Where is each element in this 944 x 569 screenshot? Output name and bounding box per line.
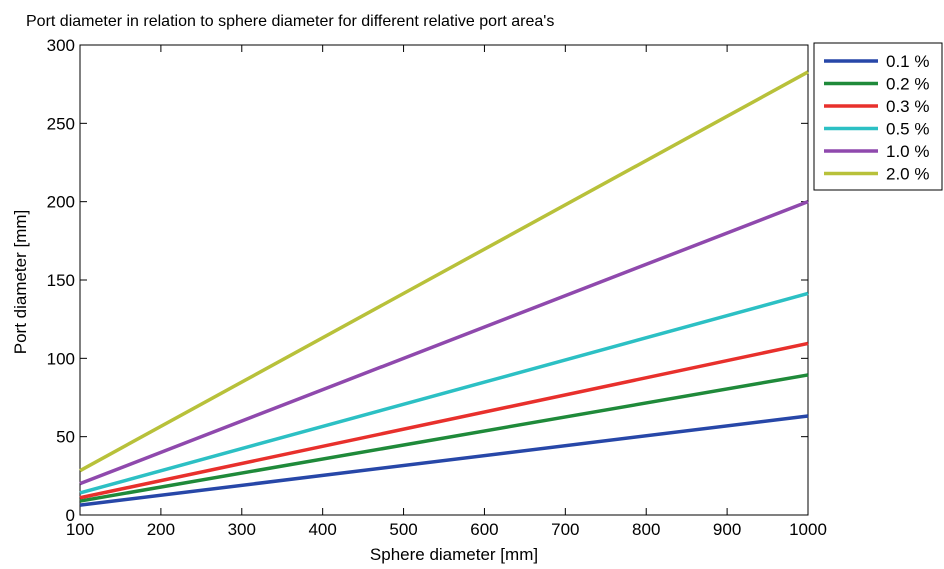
series-line-0-3	[79, 341, 809, 500]
x-tick-label: 100	[66, 520, 94, 539]
x-tick-label: 900	[713, 520, 741, 539]
series-line-0-2	[79, 373, 809, 503]
y-tick-label: 250	[47, 114, 75, 133]
plot-area: 100 200 300 400 500 600 700 800 900 1000 0 50 100 150…	[47, 36, 827, 539]
legend-label: 1.0 %	[886, 142, 929, 161]
y-tick-label: 300	[47, 36, 75, 55]
series-line-0-1	[79, 414, 809, 507]
legend-label: 0.3 %	[886, 97, 929, 116]
x-tick-label: 800	[632, 520, 660, 539]
legend-box	[813, 42, 943, 191]
y-tick-label: 150	[47, 271, 75, 290]
y-tick-label: 50	[56, 428, 75, 447]
x-tick-label: 400	[308, 520, 336, 539]
series-line-0-5	[79, 291, 809, 495]
x-tick-label: 1000	[789, 520, 827, 539]
x-tick-label: 200	[147, 520, 175, 539]
x-tick-label: 600	[470, 520, 498, 539]
legend-label: 2.0 %	[886, 165, 929, 184]
x-tick-label: 300	[228, 520, 256, 539]
y-tick-label: 0	[66, 506, 75, 525]
y-tick-label: 200	[47, 193, 75, 212]
series-line-1-0	[79, 200, 809, 486]
chart-title: Port diameter in relation to sphere diam…	[26, 13, 554, 30]
plot-frame	[79, 44, 809, 516]
legend-label: 0.5 %	[886, 120, 929, 139]
legend: 0.1 % 0.2 % 0.3 % 0.5 % 1.0 % 2.0 %	[813, 42, 943, 191]
x-tick-label: 700	[551, 520, 579, 539]
x-tick-label: 500	[389, 520, 417, 539]
y-axis-label: Port diameter [mm]	[11, 210, 30, 355]
legend-label: 0.1 %	[886, 52, 929, 71]
y-tick-label: 100	[47, 349, 75, 368]
legend-label: 0.2 %	[886, 75, 929, 94]
x-axis-label: Sphere diameter [mm]	[370, 545, 538, 564]
series-line-2-0	[79, 70, 809, 473]
